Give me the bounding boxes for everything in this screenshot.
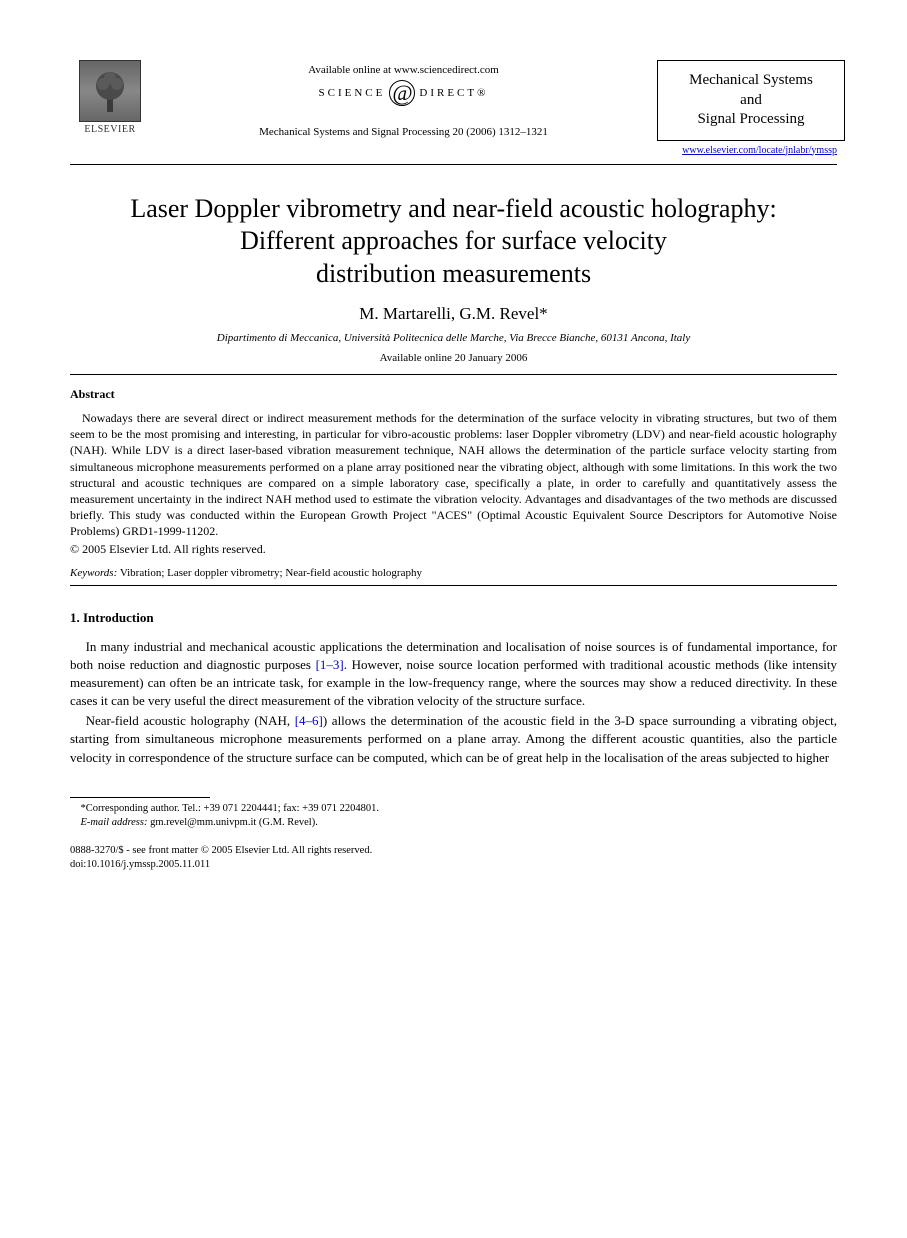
p2-text-a: Near-field acoustic holography (NAH,	[86, 713, 295, 728]
keywords-text: Vibration; Laser doppler vibrometry; Nea…	[120, 567, 422, 579]
sd-right: DIRECT®	[419, 87, 488, 99]
abstract-heading: Abstract	[70, 387, 837, 402]
email-value: gm.revel@mm.univpm.it (G.M. Revel).	[150, 817, 318, 828]
journal-box-wrap: Mechanical Systems and Signal Processing…	[657, 60, 837, 156]
front-matter-line: 0888-3270/$ - see front matter © 2005 El…	[70, 844, 837, 858]
footer-meta: 0888-3270/$ - see front matter © 2005 El…	[70, 844, 837, 871]
post-abstract-rule	[70, 585, 837, 586]
journal-title-box: Mechanical Systems and Signal Processing	[657, 60, 845, 141]
sd-left: SCIENCE	[319, 87, 386, 99]
journal-box-line2: and	[666, 91, 836, 111]
available-date: Available online 20 January 2006	[70, 352, 837, 364]
keywords-row: Keywords: Vibration; Laser doppler vibro…	[70, 567, 837, 579]
journal-box-line3: Signal Processing	[666, 110, 836, 130]
elsevier-tree-icon	[79, 60, 141, 122]
authors: M. Martarelli, G.M. Revel*	[70, 304, 837, 324]
publisher-name: ELSEVIER	[84, 124, 135, 135]
abstract-copyright: © 2005 Elsevier Ltd. All rights reserved…	[70, 542, 837, 557]
citation-link-4-6[interactable]: [4–6]	[295, 713, 323, 728]
title-line3: distribution measurements	[316, 259, 591, 288]
footnote-separator	[70, 797, 210, 798]
title-line2: Different approaches for surface velocit…	[240, 226, 667, 255]
keywords-label: Keywords:	[70, 567, 117, 579]
header-row: ELSEVIER Available online at www.science…	[70, 60, 837, 156]
intro-para-1: In many industrial and mechanical acoust…	[70, 638, 837, 711]
available-online-text: Available online at www.sciencedirect.co…	[150, 64, 657, 76]
science-direct-logo: SCIENCE @ DIRECT®	[319, 80, 489, 106]
journal-url-wrap: www.elsevier.com/locate/jnlabr/ymssp	[657, 145, 837, 156]
publisher-block: ELSEVIER	[70, 60, 150, 135]
pre-abstract-rule	[70, 374, 837, 375]
center-header: Available online at www.sciencedirect.co…	[150, 60, 657, 138]
abstract-body: Nowadays there are several direct or ind…	[70, 410, 837, 540]
journal-citation: Mechanical Systems and Signal Processing…	[150, 126, 657, 138]
at-icon: @	[389, 80, 415, 106]
doi-line: doi:10.1016/j.ymssp.2005.11.011	[70, 858, 837, 872]
title-line1: Laser Doppler vibrometry and near-field …	[130, 194, 776, 223]
journal-box-line1: Mechanical Systems	[666, 71, 836, 91]
affiliation: Dipartimento di Meccanica, Università Po…	[70, 332, 837, 344]
header-rule	[70, 164, 837, 165]
introduction-heading: 1. Introduction	[70, 610, 837, 626]
journal-url-link[interactable]: www.elsevier.com/locate/jnlabr/ymssp	[682, 145, 837, 156]
intro-para-2: Near-field acoustic holography (NAH, [4–…	[70, 712, 837, 767]
article-title: Laser Doppler vibrometry and near-field …	[70, 193, 837, 291]
email-footnote: E-mail address: gm.revel@mm.univpm.it (G…	[70, 816, 837, 830]
citation-link-1-3[interactable]: [1–3]	[316, 657, 344, 672]
corresponding-author-note: *Corresponding author. Tel.: +39 071 220…	[70, 802, 837, 816]
email-label: E-mail address:	[81, 817, 148, 828]
page-container: ELSEVIER Available online at www.science…	[0, 0, 907, 911]
